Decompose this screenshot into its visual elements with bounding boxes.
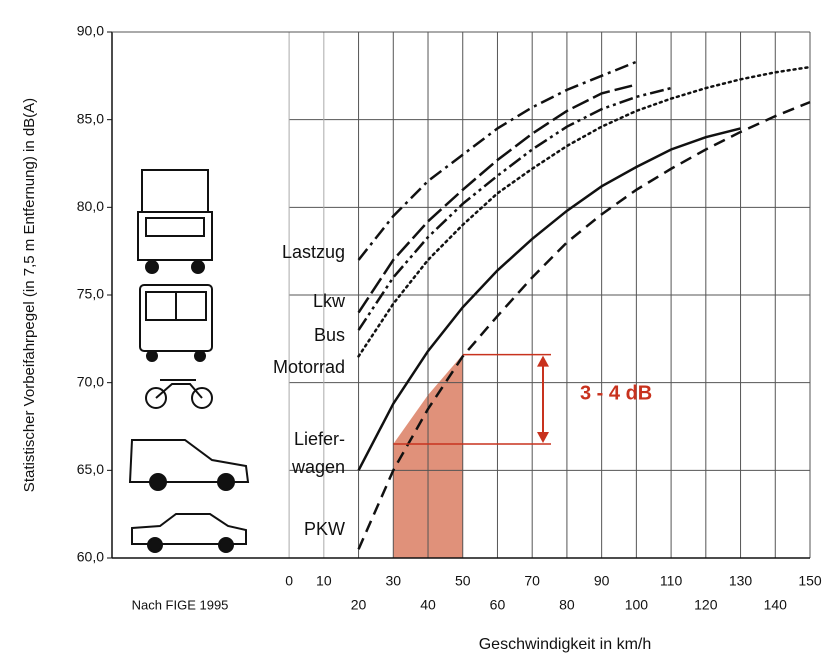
source-note: Nach FIGE 1995 bbox=[132, 597, 229, 612]
x-axis-label: Geschwindigkeit in km/h bbox=[479, 636, 652, 653]
x-tick-label: 110 bbox=[660, 573, 683, 589]
x-tick-label: 100 bbox=[625, 597, 649, 613]
arrow-head bbox=[537, 356, 549, 367]
series-label: Bus bbox=[314, 325, 345, 345]
x-tick-label: 20 bbox=[351, 597, 367, 613]
x-tick-label: 120 bbox=[694, 597, 718, 613]
series-label: Lkw bbox=[313, 291, 346, 311]
x-tick-label: 30 bbox=[385, 573, 401, 589]
x-tick-label: 60 bbox=[490, 597, 506, 613]
x-tick-label: 40 bbox=[420, 597, 436, 613]
x-tick-label: 140 bbox=[764, 597, 788, 613]
series-label: Lastzug bbox=[282, 242, 345, 262]
series-label: Liefer- bbox=[294, 429, 345, 449]
chart: Statistischer Vorbeifahrpegel (in 7,5 m … bbox=[0, 0, 824, 659]
bracket-label: 3 - 4 dB bbox=[580, 383, 652, 405]
series-label: Motorrad bbox=[273, 357, 345, 377]
series-line bbox=[359, 67, 810, 356]
x-tick-label: 90 bbox=[594, 573, 610, 589]
series-label: wagen bbox=[291, 457, 345, 477]
x-tick-label: 10 bbox=[316, 573, 332, 589]
y-tick-label: 80,0 bbox=[77, 198, 104, 214]
y-tick-label: 75,0 bbox=[77, 286, 104, 302]
x-tick-label: 80 bbox=[559, 597, 575, 613]
series-line bbox=[359, 88, 672, 330]
y-tick-label: 85,0 bbox=[77, 110, 104, 126]
y-tick-label: 70,0 bbox=[77, 373, 104, 389]
x-tick-label: 70 bbox=[524, 573, 540, 589]
y-tick-label: 60,0 bbox=[77, 549, 104, 565]
vehicle-icons bbox=[130, 170, 248, 552]
x-tick-label: 130 bbox=[729, 573, 753, 589]
y-tick-label: 90,0 bbox=[77, 23, 104, 39]
x-tick-label: 150 bbox=[798, 573, 822, 589]
y-tick-label: 65,0 bbox=[77, 461, 104, 477]
series-label: PKW bbox=[304, 519, 345, 539]
x-tick-label: 0 bbox=[285, 573, 293, 589]
arrow-head bbox=[537, 432, 549, 443]
x-tick-label: 50 bbox=[455, 573, 471, 589]
y-axis-label: Statistischer Vorbeifahrpegel (in 7,5 m … bbox=[21, 98, 38, 492]
